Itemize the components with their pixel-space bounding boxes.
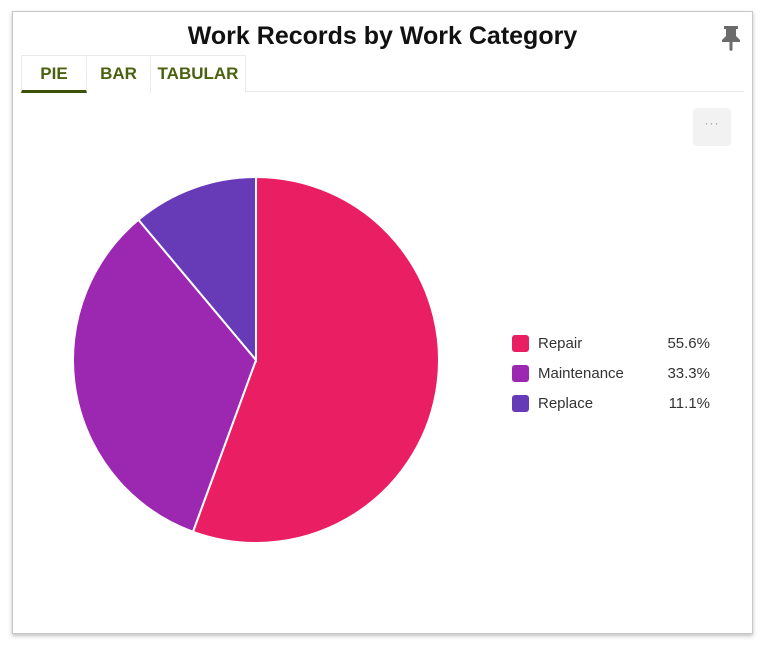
tab-divider bbox=[246, 91, 744, 92]
legend-item-maintenance[interactable]: Maintenance 33.3% bbox=[512, 358, 710, 388]
pie-slice-maintenance[interactable] bbox=[72, 218, 258, 534]
legend-swatch bbox=[512, 364, 529, 382]
legend-swatch bbox=[512, 334, 529, 352]
legend-item-replace[interactable]: Replace 11.1% bbox=[512, 388, 710, 418]
legend-value: 33.3% bbox=[667, 364, 710, 382]
legend-value: 11.1% bbox=[668, 394, 710, 412]
chart-legend: Repair 55.6% Maintenance 33.3% Replace 1… bbox=[512, 328, 710, 418]
more-options-button[interactable]: ··· bbox=[693, 108, 731, 146]
widget-title: Work Records by Work Category bbox=[187, 22, 578, 50]
legend-label: Repair bbox=[538, 334, 583, 352]
tab-pie[interactable]: PIE bbox=[21, 55, 87, 93]
legend-value: 55.6% bbox=[667, 334, 710, 352]
tab-bar[interactable]: BAR bbox=[87, 55, 151, 93]
chart-type-tabs: PIE BAR TABULAR bbox=[21, 55, 246, 93]
pie-slice-repair[interactable] bbox=[191, 176, 440, 544]
chart-widget-card: Work Records by Work Category PIE BAR TA… bbox=[12, 11, 753, 634]
tab-tabular[interactable]: TABULAR bbox=[151, 55, 246, 93]
legend-label: Maintenance bbox=[538, 364, 624, 382]
legend-item-repair[interactable]: Repair 55.6% bbox=[512, 328, 710, 358]
pie-slice-replace[interactable] bbox=[137, 176, 257, 363]
legend-label: Replace bbox=[538, 394, 594, 412]
pin-icon[interactable] bbox=[719, 24, 743, 52]
pie-chart bbox=[72, 176, 440, 544]
legend-swatch bbox=[512, 394, 529, 412]
